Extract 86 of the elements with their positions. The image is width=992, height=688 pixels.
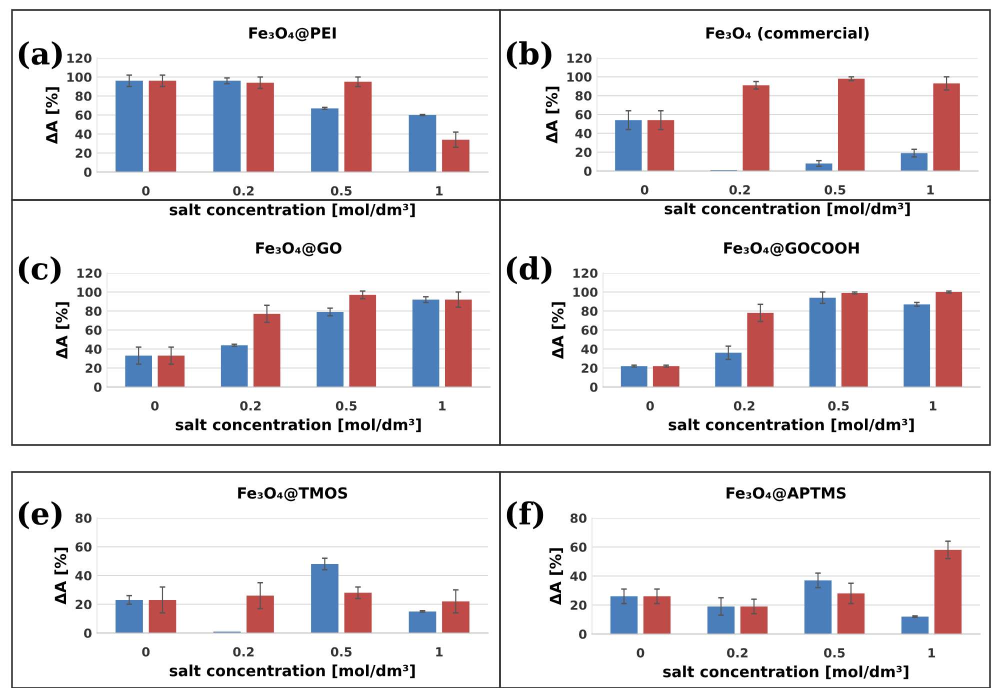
x-tick-label: 0 bbox=[636, 648, 644, 658]
x-tick-label: 0 bbox=[640, 185, 648, 195]
y-tick-label: 120 bbox=[77, 268, 102, 278]
y-tick-label: 100 bbox=[573, 287, 598, 297]
x-axis-title: salt concentration [mol/dm³] bbox=[668, 418, 914, 432]
y-tick-label: 20 bbox=[570, 600, 587, 610]
x-tick-label: 0.2 bbox=[240, 401, 261, 411]
y-tick-label: 100 bbox=[567, 72, 592, 82]
y-tick-label: 20 bbox=[86, 363, 102, 373]
x-tick-label: 1 bbox=[930, 401, 936, 410]
y-tick-label: 100 bbox=[67, 72, 92, 82]
y-tick-label: 20 bbox=[76, 600, 92, 610]
y-tick-label: 0 bbox=[590, 382, 598, 392]
chart-title: Fe₃O₄ (commercial) bbox=[706, 26, 869, 41]
y-axis-title: ΔA [%] bbox=[546, 86, 560, 144]
text: (b) bbox=[506, 41, 552, 70]
y-tick-label: 0 bbox=[579, 629, 587, 639]
y-axis-title: ΔA [%] bbox=[56, 302, 70, 360]
y-tick-label: 20 bbox=[76, 148, 92, 158]
y-tick-label: 60 bbox=[86, 325, 102, 335]
x-tick-label: 1 bbox=[436, 647, 443, 656]
chart-title: Fe₃O₄@APTMS bbox=[726, 487, 846, 502]
x-axis-title: salt concentration [mol/dm³] bbox=[664, 202, 910, 216]
x-axis-title: salt concentration [mol/dm³] bbox=[170, 664, 415, 678]
y-tick-label: 60 bbox=[582, 325, 598, 335]
text: (f) bbox=[506, 501, 544, 530]
y-tick-label: 80 bbox=[76, 513, 92, 523]
y-tick-label: 40 bbox=[575, 128, 592, 138]
x-tick-label: 0.5 bbox=[330, 186, 352, 196]
x-tick-label: 0.2 bbox=[727, 648, 748, 658]
x-tick-label: 0.2 bbox=[729, 185, 750, 195]
y-tick-label: 60 bbox=[76, 110, 92, 120]
y-axis-title: ΔA [%] bbox=[549, 548, 564, 606]
x-tick-label: 0.5 bbox=[828, 401, 849, 411]
x-axis-title: salt concentration [mol/dm³] bbox=[170, 204, 415, 218]
x-tick-label: 0.2 bbox=[233, 186, 254, 196]
y-axis-title: ΔA [%] bbox=[54, 548, 68, 605]
x-tick-label: 0 bbox=[142, 647, 150, 657]
y-tick-label: 120 bbox=[567, 53, 592, 63]
x-tick-label: 0.2 bbox=[233, 647, 254, 657]
text: (c) bbox=[18, 256, 61, 284]
y-axis-title: ΔA [%] bbox=[46, 87, 60, 144]
text: (e) bbox=[18, 501, 62, 530]
chart-title: Fe₃O₄@TMOS bbox=[238, 487, 348, 502]
y-tick-label: 0 bbox=[84, 167, 92, 177]
chart-title: Fe₃O₄@GOCOOH bbox=[724, 242, 859, 256]
y-tick-label: 40 bbox=[85, 344, 102, 354]
x-tick-label: 0.5 bbox=[336, 401, 357, 411]
x-tick-label: 0 bbox=[142, 186, 150, 196]
y-tick-label: 60 bbox=[76, 542, 92, 552]
y-tick-label: 20 bbox=[582, 363, 598, 373]
y-tick-label: 60 bbox=[570, 542, 587, 552]
chart-title: Fe₃O₄@PEI bbox=[249, 27, 336, 42]
x-tick-label: 0 bbox=[646, 401, 654, 411]
x-tick-label: 1 bbox=[439, 401, 446, 410]
text: (d) bbox=[506, 256, 552, 284]
y-tick-label: 80 bbox=[76, 91, 92, 101]
text: (a) bbox=[18, 41, 62, 70]
y-tick-label: 40 bbox=[570, 571, 587, 581]
y-tick-label: 0 bbox=[584, 166, 592, 176]
x-tick-label: 0.5 bbox=[824, 648, 845, 658]
chart-title: Fe₃O₄@GO bbox=[256, 242, 342, 256]
y-tick-label: 120 bbox=[573, 268, 598, 278]
y-tick-label: 40 bbox=[75, 570, 92, 580]
y-tick-label: 80 bbox=[576, 91, 592, 101]
y-tick-label: 100 bbox=[77, 287, 102, 297]
y-tick-label: 40 bbox=[75, 129, 92, 139]
y-tick-label: 120 bbox=[67, 53, 92, 63]
x-tick-label: 0.2 bbox=[734, 401, 754, 411]
y-tick-label: 0 bbox=[94, 382, 102, 392]
x-tick-label: 0 bbox=[151, 401, 159, 411]
y-tick-label: 80 bbox=[570, 513, 587, 523]
x-tick-label: 1 bbox=[927, 185, 934, 194]
x-tick-label: 0.5 bbox=[330, 647, 352, 657]
x-tick-label: 1 bbox=[436, 186, 443, 196]
x-axis-title: salt concentration [mol/dm³] bbox=[176, 418, 421, 432]
y-tick-label: 80 bbox=[86, 306, 102, 316]
y-tick-label: 20 bbox=[576, 148, 592, 158]
x-axis-title: salt concentration [mol/dm³] bbox=[663, 666, 908, 680]
y-tick-label: 40 bbox=[581, 344, 598, 354]
y-tick-label: 60 bbox=[576, 110, 592, 120]
x-tick-label: 0.5 bbox=[824, 185, 846, 195]
y-axis-title: ΔA [%] bbox=[552, 302, 566, 360]
y-tick-label: 80 bbox=[582, 306, 598, 316]
y-tick-label: 0 bbox=[84, 628, 92, 638]
x-tick-label: 1 bbox=[928, 648, 935, 658]
